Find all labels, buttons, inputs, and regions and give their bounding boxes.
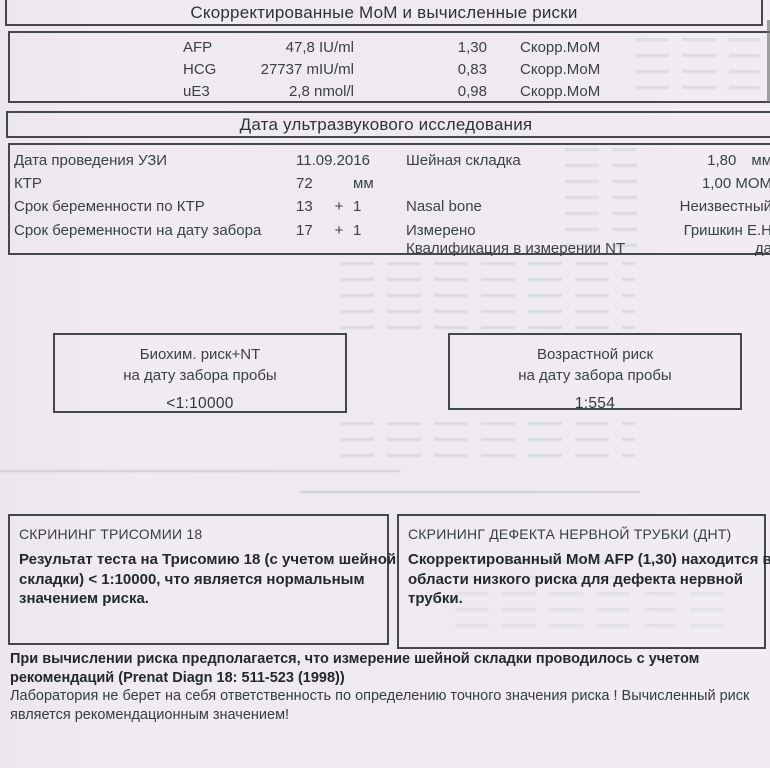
footer-bold-line: При вычислении риска предполагается, что… xyxy=(10,651,700,667)
field-label: КТР xyxy=(14,175,42,192)
bleedthrough-texture xyxy=(340,422,635,468)
screening-title: СКРИНИНГ ДЕФЕКТА НЕРВНОЙ ТРУБКИ (ДНТ) xyxy=(408,526,732,542)
report-title-box xyxy=(5,0,763,26)
ultrasound-section-title: Дата ультразвукового исследования xyxy=(239,115,533,134)
value: 1,00 МОМ xyxy=(701,175,770,192)
corrected-mom-label: Скорр.МоМ xyxy=(520,83,601,100)
risk-box-subtitle: на дату забора пробы xyxy=(518,367,672,384)
field-value: Неизвестный xyxy=(680,197,770,217)
screening-text-line: области низкого риска для дефекта нервно… xyxy=(408,570,744,588)
value: да xyxy=(754,240,770,257)
footer-notes: При вычислении риска предполагается, что… xyxy=(10,650,765,724)
analyte-concentration: 27737 mIU/ml xyxy=(260,61,354,78)
field-label: Nasal bone xyxy=(406,198,482,215)
bleedthrough-texture xyxy=(340,262,635,342)
screening-text-line: трубки. xyxy=(408,590,463,607)
risk-value: <1:10000 xyxy=(166,395,234,412)
field-label: Шейная складка xyxy=(406,152,521,169)
plus-sign: + xyxy=(334,222,344,239)
ntd-screening-box: СКРИНИНГ ДЕФЕКТА НЕРВНОЙ ТРУБКИ (ДНТ) Ск… xyxy=(397,514,770,649)
corrected-mom-label: Скорр.МоМ xyxy=(520,61,601,78)
field-value: 72 xyxy=(296,175,313,192)
mom-row-hcg: HCG 27737 mIU/ml 0,83 Скорр.МоМ xyxy=(10,60,770,80)
field-label: Квалификация в измерении NT xyxy=(406,240,626,257)
weeks-value: 13 xyxy=(296,198,313,215)
screening-text-line: складки) < 1:10000, что является нормаль… xyxy=(19,570,365,588)
days-value: 1 xyxy=(353,222,362,239)
ultrasound-row: Квалификация в измерении NT да xyxy=(8,239,770,259)
ultrasound-data-rows: Дата проведения УЗИ 11.09.2016 Шейная ск… xyxy=(8,143,770,257)
unit: мм xyxy=(751,152,770,169)
bleedthrough-line xyxy=(300,491,640,493)
field-value: 1,80 мм xyxy=(707,151,770,171)
screening-text-line: Результат теста на Трисомию 18 (с учетом… xyxy=(19,551,397,568)
field-label: Срок беременности по КТР xyxy=(14,198,205,215)
analyte-concentration: 47,8 IU/ml xyxy=(285,39,354,56)
risk-box-subtitle: на дату забора пробы xyxy=(123,367,277,384)
plus-sign: + xyxy=(334,198,344,215)
scan-edge-artifact xyxy=(767,20,770,102)
corrected-mom-value: 0,83 xyxy=(457,61,487,78)
ultrasound-section-box xyxy=(6,111,770,138)
ultrasound-row: Срок беременности по КТР 13 + 1 Nasal bo… xyxy=(8,197,770,217)
corrected-mom-value: 1,30 xyxy=(457,39,487,56)
analyte-name: AFP xyxy=(183,39,213,56)
days-value: 1 xyxy=(353,198,362,215)
analyte-name: uE3 xyxy=(183,83,210,100)
ultrasound-row: КТР 72 мм 1,00 МОМ xyxy=(8,174,770,194)
risk-box-title: Биохим. риск+NT xyxy=(139,346,261,363)
bleedthrough-texture xyxy=(455,560,730,638)
field-value: да xyxy=(755,239,770,259)
mom-row-ue3: uE3 2,8 nmol/l 0,98 Скорр.МоМ xyxy=(10,82,770,102)
footer-bold-line: рекомендаций (Prenat Diagn 18: 511-523 (… xyxy=(10,669,345,686)
risk-box-title: Возрастной риск xyxy=(536,346,654,363)
screening-title: СКРИНИНГ ТРИСОМИИ 18 xyxy=(19,526,203,542)
weeks-value: 17 xyxy=(296,222,313,239)
corrected-mom-value: 0,98 xyxy=(457,83,487,100)
mom-row-afp: AFP 47,8 IU/ml 1,30 Скорр.МоМ xyxy=(10,38,770,58)
field-label: Измерено xyxy=(406,222,476,239)
bleedthrough-texture xyxy=(635,38,760,100)
screening-text-line: значением риска. xyxy=(19,590,149,607)
footer-disclaimer-line: Лаборатория не берет на себя ответственн… xyxy=(10,688,750,704)
value: Неизвестный xyxy=(679,198,770,215)
field-value: 1,00 МОМ xyxy=(702,174,770,194)
bleedthrough-texture xyxy=(565,148,637,254)
analyte-concentration: 2,8 nmol/l xyxy=(288,83,354,100)
bleedthrough-line xyxy=(0,470,400,472)
value: Гришкин Е.Н xyxy=(683,222,770,239)
age-risk-box: Возрастной риск на дату забора пробы 1:5… xyxy=(448,333,742,412)
ultrasound-row: Срок беременности на дату забора 17 + 1 … xyxy=(8,221,770,241)
field-unit: мм xyxy=(353,175,374,192)
mom-values-box xyxy=(8,31,770,103)
screening-text-line: Скорректированный MoM AFP (1,30) находит… xyxy=(408,551,770,568)
field-label: Срок беременности на дату забора xyxy=(14,222,262,239)
biochem-risk-box: Биохим. риск+NT на дату забора пробы <1:… xyxy=(53,333,347,413)
ultrasound-row: Дата проведения УЗИ 11.09.2016 Шейная ск… xyxy=(8,151,770,171)
value: 1,80 xyxy=(707,152,737,169)
analyte-name: HCG xyxy=(183,61,217,78)
ultrasound-data-box xyxy=(8,143,770,255)
corrected-mom-label: Скорр.МоМ xyxy=(520,39,601,56)
page-title: Скорректированные МоМ и вычисленные риск… xyxy=(190,3,578,22)
field-value: Гришкин Е.Н xyxy=(684,221,770,241)
field-value: 11.09.2016 xyxy=(296,152,370,169)
trisomy18-screening-box: СКРИНИНГ ТРИСОМИИ 18 Результат теста на … xyxy=(8,514,397,645)
footer-disclaimer-line: является рекомендационным значением! xyxy=(10,706,290,723)
risk-value: 1:554 xyxy=(574,395,616,412)
field-label: Дата проведения УЗИ xyxy=(14,152,168,169)
